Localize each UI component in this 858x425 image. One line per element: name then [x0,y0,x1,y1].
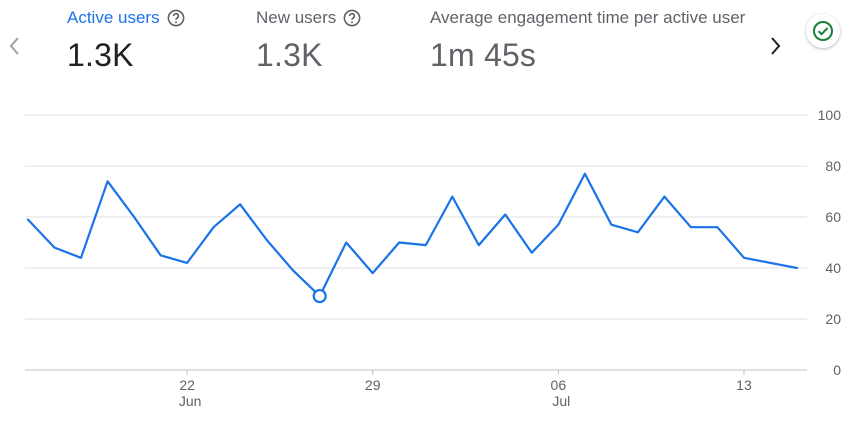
metric-card-avg-engagement[interactable]: Average engagement time per active user … [430,8,752,74]
chevron-left-icon [9,37,19,55]
y-tick-label: 80 [825,158,841,174]
chevron-right-icon [771,37,781,55]
data-point[interactable] [234,198,246,210]
x-month-label: Jul [552,393,570,409]
data-point[interactable] [340,237,352,249]
y-tick-label: 0 [833,362,841,378]
metric-value-avg-engagement: 1m 45s [430,37,537,73]
data-point[interactable] [738,252,750,264]
data-point[interactable] [711,221,723,233]
chart-gridlines [25,114,807,371]
data-point[interactable] [49,242,61,254]
data-point[interactable] [181,257,193,269]
data-point-highlighted[interactable] [312,288,327,304]
y-tick-label: 60 [825,209,841,225]
data-point[interactable] [499,208,511,220]
data-point[interactable] [155,249,167,261]
metric-label-active-users: Active users [67,8,160,27]
metric-label-new-users: New users [256,8,337,27]
data-point[interactable] [473,239,485,251]
metric-label-avg-engagement: Average engagement time per active user [430,8,746,27]
data-point[interactable] [658,191,670,203]
data-point[interactable] [552,219,564,231]
data-point[interactable] [764,257,776,269]
metric-value-new-users: 1.3K [256,37,323,73]
check-circle-icon [813,21,833,41]
data-point[interactable] [632,226,644,238]
data-point[interactable] [261,234,273,246]
y-tick-label: 100 [818,107,842,123]
next-metrics-button[interactable] [766,34,784,58]
data-point[interactable] [22,214,34,226]
previous-metrics-button[interactable] [6,34,24,58]
metric-card-active-users[interactable]: Active users 1.3K [67,8,185,74]
data-point[interactable] [685,221,697,233]
data-point[interactable] [420,239,432,251]
data-point[interactable] [579,168,591,180]
help-circle-icon[interactable] [343,9,361,27]
data-point[interactable] [287,265,299,277]
y-axis: 0 20 40 60 80 100 [818,107,842,378]
x-tick-label: 22 [179,377,195,393]
y-tick-label: 40 [825,260,841,276]
data-points [22,168,803,304]
metric-value-active-users: 1.3K [67,37,134,73]
data-point[interactable] [791,262,803,274]
status-check-button[interactable] [806,14,840,48]
x-tick-label: 06 [551,377,567,393]
data-point[interactable] [75,252,87,264]
data-point[interactable] [393,237,405,249]
x-month-label: Jun [179,393,202,409]
data-point[interactable] [128,211,140,223]
data-point[interactable] [446,191,458,203]
data-point[interactable] [208,221,220,233]
data-point[interactable] [526,247,538,259]
x-tick-label: 29 [365,377,381,393]
x-tick-label: 13 [736,377,752,393]
y-tick-label: 20 [825,311,841,327]
data-point[interactable] [367,267,379,279]
help-circle-icon[interactable] [167,9,185,27]
data-point[interactable] [102,175,114,187]
metric-card-new-users[interactable]: New users 1.3K [256,8,361,74]
data-point[interactable] [605,219,617,231]
series-line-active-users[interactable] [26,172,799,298]
